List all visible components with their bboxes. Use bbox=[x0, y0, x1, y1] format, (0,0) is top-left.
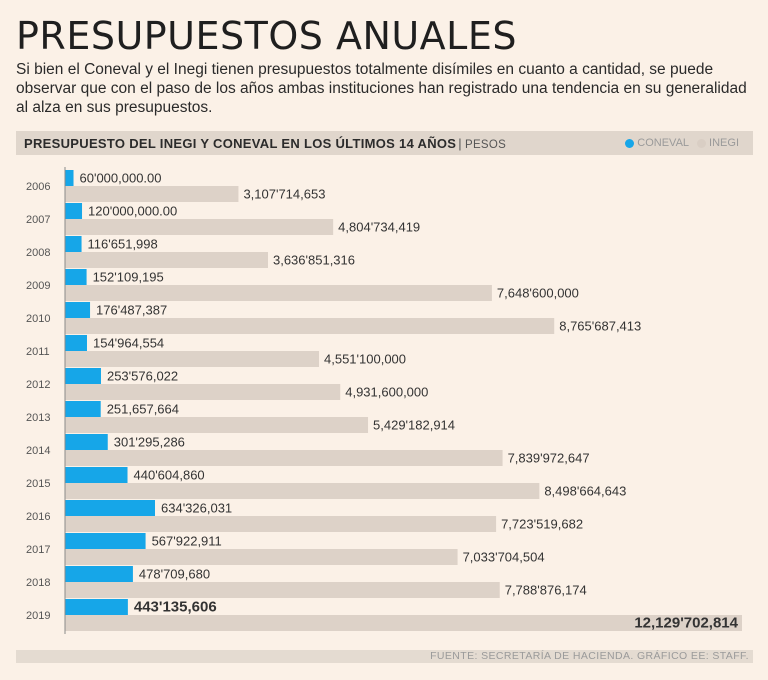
chart-title: PRESUPUESTO DEL INEGI Y CONEVAL EN LOS Ú… bbox=[24, 136, 506, 151]
coneval-value-label: 251,657,664 bbox=[107, 402, 179, 417]
coneval-value-label: 478'709,680 bbox=[139, 567, 210, 582]
legend-swatch-inegi bbox=[697, 138, 707, 148]
year-label: 2018 bbox=[26, 577, 50, 589]
bar-chart: 2006 60'000,000.00 3,107'714,653 2007 120'00… bbox=[26, 167, 742, 634]
coneval-bar bbox=[65, 500, 155, 516]
inegi-value-label: 12,129'702,814 bbox=[634, 615, 738, 632]
footer: FUENTE: SECRETARÍA DE HACIENDA. GRÁFICO … bbox=[16, 650, 753, 663]
coneval-bar bbox=[65, 335, 87, 351]
inegi-bar bbox=[65, 318, 555, 334]
chart-header: PRESUPUESTO DEL INEGI Y CONEVAL EN LOS Ú… bbox=[16, 131, 753, 155]
year-label: 2012 bbox=[26, 379, 50, 391]
coneval-value-label: 301'295,286 bbox=[114, 435, 185, 450]
inegi-value-label: 7,723'519,682 bbox=[501, 517, 583, 532]
chart-title-text: PRESUPUESTO DEL INEGI Y CONEVAL EN LOS Ú… bbox=[24, 136, 457, 151]
coneval-value-label: 176'487,387 bbox=[96, 303, 167, 318]
coneval-value-label: 567'922,911 bbox=[152, 534, 222, 549]
coneval-value-label: 253'576,022 bbox=[107, 369, 178, 384]
inegi-bar bbox=[65, 384, 341, 400]
inegi-value-label: 7,788'876,174 bbox=[505, 583, 587, 598]
inegi-bar bbox=[65, 417, 369, 433]
inegi-bar bbox=[65, 516, 497, 532]
chart-legend: CONEVAL INEGI bbox=[625, 137, 739, 149]
inegi-value-label: 4,551'100,000 bbox=[324, 352, 406, 367]
inegi-bar bbox=[65, 252, 268, 268]
coneval-value-label: 116'651,998 bbox=[88, 237, 158, 252]
coneval-value-label: 443'135,606 bbox=[134, 599, 217, 616]
coneval-value-label: 60'000,000.00 bbox=[80, 171, 162, 186]
legend-label-inegi: INEGI bbox=[709, 137, 739, 149]
inegi-bar bbox=[65, 483, 540, 499]
year-label: 2010 bbox=[26, 313, 50, 325]
year-label: 2015 bbox=[26, 478, 50, 490]
inegi-value-label: 8,498'664,643 bbox=[544, 484, 626, 499]
title-separator: | bbox=[458, 136, 462, 151]
year-label: 2011 bbox=[26, 346, 50, 358]
inegi-value-label: 5,429'182,914 bbox=[373, 418, 455, 433]
coneval-value-label: 634'326,031 bbox=[161, 501, 232, 516]
inegi-bar bbox=[65, 549, 458, 565]
year-label: 2007 bbox=[26, 214, 50, 226]
coneval-bar bbox=[65, 599, 128, 615]
inegi-bar bbox=[65, 450, 503, 466]
year-label: 2014 bbox=[26, 445, 50, 457]
legend-item-inegi: INEGI bbox=[697, 137, 739, 149]
year-label: 2008 bbox=[26, 247, 50, 259]
inegi-bar bbox=[65, 285, 492, 301]
year-label: 2006 bbox=[26, 181, 50, 193]
coneval-bar bbox=[65, 170, 74, 186]
inegi-value-label: 8,765'687,413 bbox=[559, 319, 641, 334]
year-label: 2009 bbox=[26, 280, 50, 292]
inegi-bar bbox=[65, 351, 320, 367]
legend-swatch-coneval bbox=[625, 138, 635, 148]
coneval-value-label: 440'604,860 bbox=[134, 468, 205, 483]
inegi-bar bbox=[65, 582, 500, 598]
page-title: PRESUPUESTOS ANUALES bbox=[16, 14, 517, 58]
coneval-bar bbox=[65, 203, 83, 219]
page-subtitle: Si bien el Coneval y el Inegi tienen pre… bbox=[16, 61, 747, 116]
coneval-bar bbox=[65, 368, 101, 384]
inegi-value-label: 4,931,600,000 bbox=[345, 385, 428, 400]
legend-item-coneval: CONEVAL bbox=[625, 137, 689, 149]
year-label: 2013 bbox=[26, 412, 50, 424]
inegi-value-label: 3,636'851,316 bbox=[273, 253, 355, 268]
inegi-value-label: 4,804'734,419 bbox=[338, 220, 420, 235]
coneval-value-label: 154'964,554 bbox=[93, 336, 164, 351]
year-label: 2016 bbox=[26, 511, 50, 523]
coneval-value-label: 120'000,000.00 bbox=[88, 204, 177, 219]
inegi-value-label: 7,033'704,504 bbox=[463, 550, 545, 565]
coneval-bar bbox=[65, 302, 91, 318]
inegi-value-label: 7,648'600,000 bbox=[497, 286, 579, 301]
source-note: FUENTE: SECRETARÍA DE HACIENDA. GRÁFICO … bbox=[430, 650, 749, 662]
coneval-bar bbox=[65, 434, 108, 450]
coneval-bar bbox=[65, 533, 146, 549]
inegi-value-label: 7,839'972,647 bbox=[508, 451, 590, 466]
chart-unit: PESOS bbox=[464, 139, 507, 151]
coneval-value-label: 152'109,195 bbox=[93, 270, 164, 285]
year-label: 2017 bbox=[26, 544, 50, 556]
inegi-bar bbox=[65, 219, 334, 235]
coneval-bar bbox=[65, 566, 133, 582]
year-label: 2019 bbox=[26, 610, 50, 622]
legend-label-coneval: CONEVAL bbox=[637, 137, 690, 149]
coneval-bar bbox=[65, 401, 101, 417]
coneval-bar bbox=[65, 236, 82, 252]
coneval-bar bbox=[65, 467, 128, 483]
coneval-bar bbox=[65, 269, 87, 285]
inegi-bar bbox=[65, 615, 742, 631]
inegi-bar bbox=[65, 186, 239, 202]
inegi-value-label: 3,107'714,653 bbox=[243, 187, 325, 202]
